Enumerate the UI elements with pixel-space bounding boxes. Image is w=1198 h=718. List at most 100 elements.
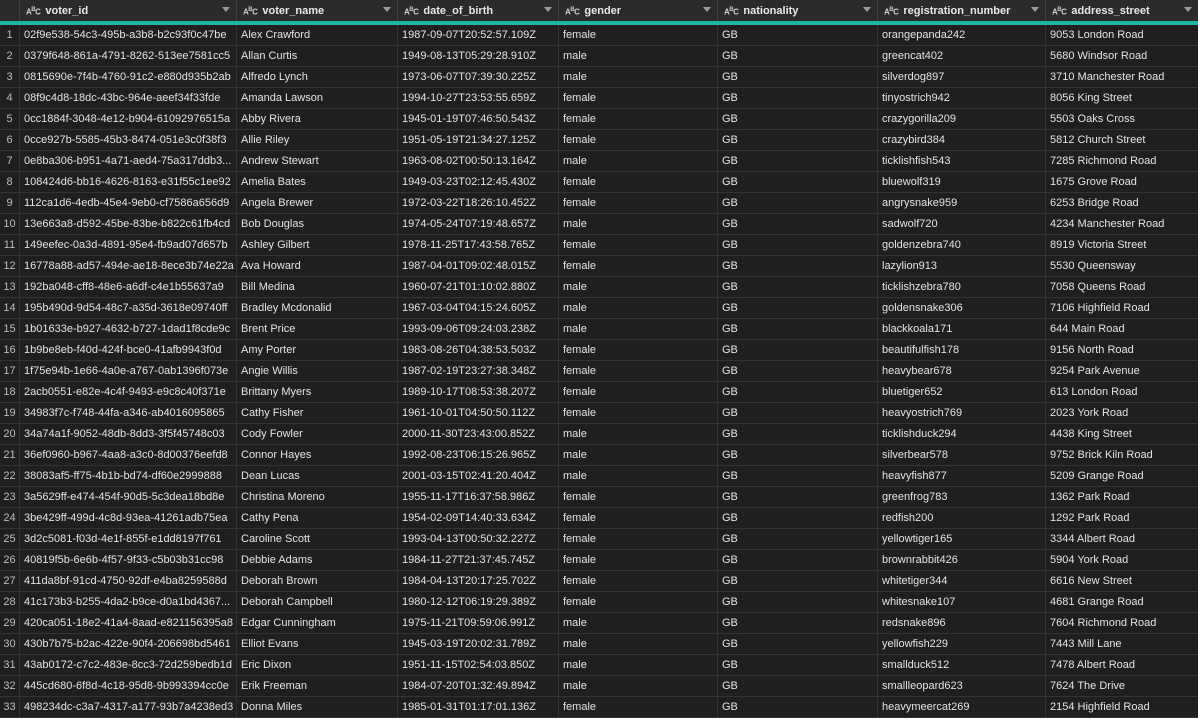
date-of-birth-cell[interactable]: 1954-02-09T14:40:33.634Z bbox=[398, 508, 559, 528]
row-number[interactable]: 12 bbox=[0, 256, 20, 276]
gender-cell[interactable]: female bbox=[559, 25, 718, 45]
column-header-date-of-birth[interactable]: ABC date_of_birth bbox=[398, 0, 559, 21]
table-row[interactable]: 20 34a74a1f-9052-48db-8dd3-3f5f45748c03 Co… bbox=[0, 424, 1198, 445]
address-street-cell[interactable]: 5812 Church Street bbox=[1050, 134, 1146, 146]
gender-cell[interactable]: female bbox=[559, 88, 718, 108]
address-street-cell[interactable]: 7624 The Drive bbox=[1050, 680, 1126, 692]
voter-name-cell[interactable]: Christina Moreno bbox=[237, 487, 398, 507]
voter-name-cell[interactable]: Erik Freeman bbox=[237, 676, 398, 696]
voter-id-cell[interactable]: 16778a88-ad57-494e-ae18-8ece3b74e22a bbox=[20, 256, 237, 276]
column-header-voter-id[interactable]: ABC voter_id bbox=[20, 0, 237, 21]
row-number[interactable]: 23 bbox=[0, 487, 20, 507]
voter-id-cell[interactable]: 149eefec-0a3d-4891-95e4-fb9ad07d657b bbox=[20, 235, 237, 255]
table-row[interactable]: 27 411da8bf-91cd-4750-92df-e4ba8259588d De… bbox=[0, 571, 1198, 592]
gender-cell[interactable]: male bbox=[559, 151, 718, 171]
gender-cell[interactable]: female bbox=[559, 361, 718, 381]
registration-number-cell[interactable]: blackkoala171 bbox=[878, 319, 1046, 339]
date-of-birth-cell[interactable]: 1980-12-12T06:19:29.389Z bbox=[398, 592, 559, 612]
row-number[interactable]: 5 bbox=[0, 109, 20, 129]
voter-name-cell[interactable]: Allan Curtis bbox=[237, 46, 398, 66]
registration-number-cell[interactable]: brownrabbit426 bbox=[878, 550, 1046, 570]
table-row[interactable]: 18 2acb0551-e82e-4c4f-9493-e9c8c40f371e Br… bbox=[0, 382, 1198, 403]
address-street-cell[interactable]: 3344 Albert Road bbox=[1050, 533, 1136, 545]
nationality-cell[interactable]: GB bbox=[718, 508, 878, 528]
gender-cell[interactable]: male bbox=[559, 67, 718, 87]
voter-id-cell[interactable]: 38083af5-ff75-4b1b-bd74-df60e2999888 bbox=[20, 466, 237, 486]
voter-name-cell[interactable]: Amanda Lawson bbox=[237, 88, 398, 108]
gender-cell[interactable]: female bbox=[559, 193, 718, 213]
date-of-birth-cell[interactable]: 1949-03-23T02:12:45.430Z bbox=[398, 172, 559, 192]
registration-number-cell[interactable]: goldensnake306 bbox=[878, 298, 1046, 318]
gender-cell[interactable]: female bbox=[559, 403, 718, 423]
table-row[interactable]: 32 445cd680-6f8d-4c18-95d8-9b993394cc0e Er… bbox=[0, 676, 1198, 697]
date-of-birth-cell[interactable]: 1983-08-26T04:38:53.503Z bbox=[398, 340, 559, 360]
row-number[interactable]: 7 bbox=[0, 151, 20, 171]
table-row[interactable]: 12 16778a88-ad57-494e-ae18-8ece3b74e22a Av… bbox=[0, 256, 1198, 277]
nationality-cell[interactable]: GB bbox=[718, 298, 878, 318]
nationality-cell[interactable]: GB bbox=[718, 109, 878, 129]
voter-id-cell[interactable]: 40819f5b-6e6b-4f57-9f33-c5b03b31cc98 bbox=[20, 550, 237, 570]
date-of-birth-cell[interactable]: 1984-04-13T20:17:25.702Z bbox=[398, 571, 559, 591]
gender-cell[interactable]: male bbox=[559, 424, 718, 444]
voter-name-cell[interactable]: Angela Brewer bbox=[237, 193, 398, 213]
registration-number-cell[interactable]: silverdog897 bbox=[878, 67, 1046, 87]
nationality-cell[interactable]: GB bbox=[718, 172, 878, 192]
date-of-birth-cell[interactable]: 1993-04-13T00:50:32.227Z bbox=[398, 529, 559, 549]
row-number[interactable]: 24 bbox=[0, 508, 20, 528]
voter-id-cell[interactable]: 0815690e-7f4b-4760-91c2-e880d935b2ab bbox=[20, 67, 237, 87]
address-street-cell[interactable]: 8919 Victoria Street bbox=[1050, 239, 1147, 251]
filter-dropdown-icon[interactable] bbox=[1184, 7, 1192, 12]
column-header-address-street[interactable]: ABC address_street bbox=[1046, 0, 1198, 21]
date-of-birth-cell[interactable]: 1949-08-13T05:29:28.910Z bbox=[398, 46, 559, 66]
row-number[interactable]: 13 bbox=[0, 277, 20, 297]
table-row[interactable]: 15 1b01633e-b927-4632-b727-1dad1f8cde9c Br… bbox=[0, 319, 1198, 340]
voter-id-cell[interactable]: 0cc1884f-3048-4e12-b904-61092976515a bbox=[20, 109, 237, 129]
table-row[interactable]: 17 1f75e94b-1e66-4a0e-a767-0ab1396f073e An… bbox=[0, 361, 1198, 382]
table-row[interactable]: 14 195b490d-9d54-48c7-a35d-3618e09740ff Br… bbox=[0, 298, 1198, 319]
gender-cell[interactable]: female bbox=[559, 529, 718, 549]
date-of-birth-cell[interactable]: 1945-01-19T07:46:50.543Z bbox=[398, 109, 559, 129]
column-header-nationality[interactable]: ABC nationality bbox=[718, 0, 878, 21]
voter-id-cell[interactable]: 41c173b3-b255-4da2-b9ce-d0a1bd4367... bbox=[20, 592, 237, 612]
address-street-cell[interactable]: 4681 Grange Road bbox=[1050, 596, 1144, 608]
row-number[interactable]: 19 bbox=[0, 403, 20, 423]
date-of-birth-cell[interactable]: 1987-02-19T23:27:38.348Z bbox=[398, 361, 559, 381]
address-street-cell[interactable]: 7604 Richmond Road bbox=[1050, 617, 1157, 629]
row-number[interactable]: 30 bbox=[0, 634, 20, 654]
voter-id-cell[interactable]: 430b7b75-b2ac-422e-90f4-206698bd5461 bbox=[20, 634, 237, 654]
address-street-cell[interactable]: 2023 York Road bbox=[1050, 407, 1129, 419]
date-of-birth-cell[interactable]: 1961-10-01T04:50:50.112Z bbox=[398, 403, 559, 423]
voter-name-cell[interactable]: Elliot Evans bbox=[237, 634, 398, 654]
voter-id-cell[interactable]: 08f9c4d8-18dc-43bc-964e-aeef34f33fde bbox=[20, 88, 237, 108]
nationality-cell[interactable]: GB bbox=[718, 634, 878, 654]
voter-name-cell[interactable]: Debbie Adams bbox=[237, 550, 398, 570]
voter-name-cell[interactable]: Donna Miles bbox=[237, 697, 398, 717]
voter-name-cell[interactable]: Bob Douglas bbox=[237, 214, 398, 234]
voter-name-cell[interactable]: Brent Price bbox=[237, 319, 398, 339]
text-type-icon[interactable]: ABC bbox=[884, 6, 899, 17]
nationality-cell[interactable]: GB bbox=[718, 613, 878, 633]
voter-id-cell[interactable]: 43ab0172-c7c2-483e-8cc3-72d259bedb1d bbox=[20, 655, 237, 675]
gender-cell[interactable]: male bbox=[559, 46, 718, 66]
table-row[interactable]: 10 13e663a8-d592-45be-83be-b822c61fb4cd Bo… bbox=[0, 214, 1198, 235]
gender-cell[interactable]: female bbox=[559, 130, 718, 150]
address-street-cell[interactable]: 9752 Brick Kiln Road bbox=[1050, 449, 1153, 461]
voter-name-cell[interactable]: Deborah Campbell bbox=[237, 592, 398, 612]
registration-number-cell[interactable]: ticklishzebra780 bbox=[878, 277, 1046, 297]
table-row[interactable]: 6 0cce927b-5585-45b3-8474-051e3c0f38f3 All… bbox=[0, 130, 1198, 151]
table-row[interactable]: 26 40819f5b-6e6b-4f57-9f33-c5b03b31cc98 De… bbox=[0, 550, 1198, 571]
gender-cell[interactable]: male bbox=[559, 445, 718, 465]
date-of-birth-cell[interactable]: 1963-08-02T00:50:13.164Z bbox=[398, 151, 559, 171]
date-of-birth-cell[interactable]: 1985-01-31T01:17:01.136Z bbox=[398, 697, 559, 717]
table-row[interactable]: 9 112ca1d6-4edb-45e4-9eb0-cf7586a656d9 Ang… bbox=[0, 193, 1198, 214]
gender-cell[interactable]: female bbox=[559, 235, 718, 255]
voter-name-cell[interactable]: Edgar Cunningham bbox=[237, 613, 398, 633]
address-street-cell[interactable]: 613 London Road bbox=[1050, 386, 1138, 398]
row-number[interactable]: 2 bbox=[0, 46, 20, 66]
voter-id-cell[interactable]: 411da8bf-91cd-4750-92df-e4ba8259588d bbox=[20, 571, 237, 591]
address-street-cell[interactable]: 1292 Park Road bbox=[1050, 512, 1130, 524]
registration-number-cell[interactable]: whitesnake107 bbox=[878, 592, 1046, 612]
table-row[interactable]: 30 430b7b75-b2ac-422e-90f4-206698bd5461 El… bbox=[0, 634, 1198, 655]
nationality-cell[interactable]: GB bbox=[718, 361, 878, 381]
address-street-cell[interactable]: 644 Main Road bbox=[1050, 323, 1125, 335]
